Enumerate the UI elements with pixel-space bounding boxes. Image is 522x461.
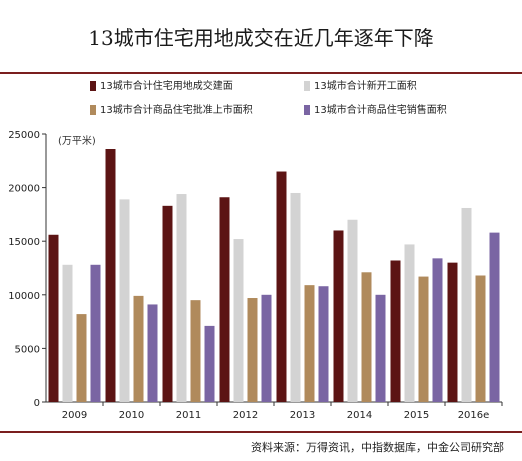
bar-series-1 [276,171,287,402]
x-tick-label: 2011 [176,410,201,421]
bar-series-4 [318,286,329,402]
x-tick-label: 2013 [290,410,315,421]
legend-item-1: 13城市合计住宅用地成交建面 [90,80,233,94]
legend-swatch-2 [304,81,310,91]
bar-series-4 [432,258,443,402]
bar-series-2 [347,219,358,402]
bar-series-1 [48,234,59,402]
legend-item-3: 13城市合计商品住宅批准上市面积 [90,104,253,118]
x-tick-label: 2010 [119,410,144,421]
bar-series-1 [447,262,458,402]
bar-series-4 [261,294,272,402]
y-tick-label: 25000 [8,130,40,141]
top-rule [0,72,522,74]
bar-series-2 [290,192,301,402]
bar-series-2 [176,194,187,402]
legend-label-4: 13城市合计商品住宅销售面积 [314,105,447,116]
legend-swatch-3 [90,105,96,115]
bar-series-1 [390,260,401,402]
x-tick-label: 2014 [347,410,372,421]
bar-series-4 [489,232,500,402]
bar-series-3 [361,272,372,402]
bar-series-2 [119,199,130,402]
legend-label-3: 13城市合计商品住宅批准上市面积 [100,105,253,116]
x-tick-label: 2012 [233,410,258,421]
bar-series-3 [304,285,315,402]
legend-swatch-1 [90,81,96,91]
bar-series-1 [162,205,173,402]
bar-series-1 [105,149,116,402]
bar-series-4 [204,325,215,402]
y-tick-label: 0 [34,398,40,409]
legend-label-1: 13城市合计住宅用地成交建面 [100,81,233,92]
bottom-rule [0,431,522,433]
chart-title: 13城市住宅用地成交在近几年逐年下降 [88,26,434,50]
legend-item-2: 13城市合计新开工面积 [304,80,417,94]
y-tick-label: 5000 [15,344,40,355]
bar-series-4 [90,264,101,402]
legend-swatch-4 [304,105,310,115]
bar-series-2 [404,244,415,402]
bar-series-3 [76,314,87,402]
bar-series-2 [461,207,472,402]
legend-item-4: 13城市合计商品住宅销售面积 [304,104,447,118]
x-tick-label: 2009 [62,410,87,421]
y-axis-unit: (万平米) [58,136,96,147]
legend-label-2: 13城市合计新开工面积 [314,81,417,92]
bar-series-1 [219,197,230,402]
y-tick-label: 20000 [8,184,40,195]
bar-series-2 [62,264,73,402]
source-note: 资料来源：万得资讯，中指数据库，中金公司研究部 [251,441,504,454]
bar-series-3 [247,298,258,402]
x-tick-label: 2016e [458,410,490,421]
bar-series-3 [418,276,429,402]
bar-series-2 [233,239,244,402]
bar-series-3 [190,300,201,402]
bar-series-1 [333,230,344,402]
bar-series-3 [133,295,144,402]
y-tick-label: 15000 [8,237,40,248]
bar-series-4 [147,304,158,402]
bar-series-4 [375,294,386,402]
bar-series-3 [475,275,486,402]
x-tick-label: 2015 [404,410,429,421]
y-tick-label: 10000 [8,291,40,302]
